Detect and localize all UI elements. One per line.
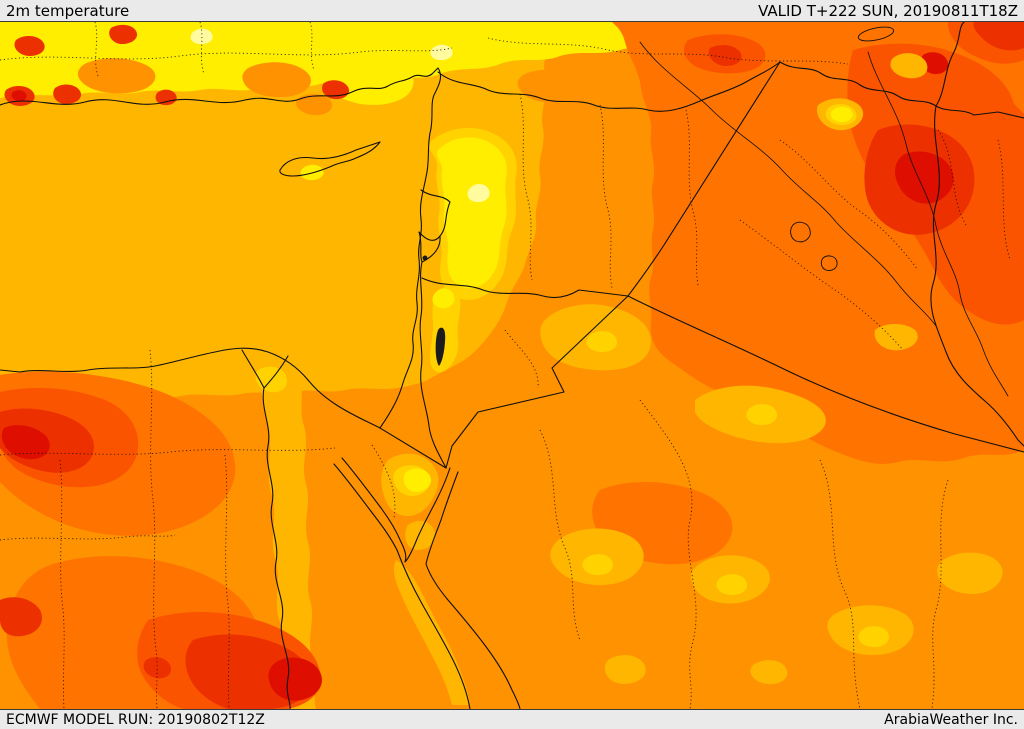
- egypt-province-line-3: [59, 459, 65, 709]
- admin-borders-dotted: [0, 22, 1011, 709]
- saudi-amber-patch-4: [937, 552, 1003, 595]
- yellow-regions: [0, 22, 704, 309]
- turkey-iran-border: [935, 22, 965, 107]
- egypt-province-line-1: [0, 447, 336, 456]
- kurdistan-amber-patch-2: [890, 53, 928, 79]
- egypt-province-line-4: [224, 454, 230, 709]
- yellow-over-spots: [403, 106, 853, 492]
- anatolia-red-spot-4: [109, 24, 138, 44]
- syria-province-line-1: [519, 93, 533, 281]
- mediterranean-coastline: [0, 67, 442, 429]
- cyprus-coastline: [279, 141, 381, 177]
- nile-valley-band: [246, 342, 316, 709]
- anatolia-orange-patch-1: [77, 58, 156, 94]
- river-lines: [639, 41, 1009, 397]
- iraq-saudi-border: [627, 295, 1024, 453]
- coastal-orange-patch: [295, 94, 333, 116]
- egypt-small-red-spot: [143, 657, 172, 679]
- sinai-peninsula-coast: [341, 457, 451, 563]
- south-egypt-deepred: [268, 657, 322, 701]
- gulf-of-aqaba-red-sea-east-coast: [425, 471, 521, 709]
- turkey-syria-iraq-border: [437, 61, 1024, 119]
- anatolia-deepred-spot: [11, 90, 27, 102]
- saudi-amber-spot-5: [604, 655, 646, 684]
- map-canvas: [0, 22, 1024, 709]
- iran-province-line-1: [937, 129, 967, 226]
- brand-label: ArabiaWeather Inc.: [884, 711, 1018, 728]
- topright-deepred-spot: [921, 52, 949, 75]
- syria-iraq-border: [627, 61, 781, 297]
- cyprus-yellow-spot: [300, 164, 324, 181]
- lebanon-pale-spot: [467, 184, 490, 203]
- country-borders: [0, 22, 1024, 709]
- map-title: 2m temperature: [6, 1, 130, 20]
- temperature-contour-map: [0, 22, 1024, 709]
- sinai-province-line: [371, 444, 396, 519]
- west-egypt-deepred: [1, 425, 50, 460]
- iraq-province-line-2: [739, 219, 904, 351]
- syria-jordan-border: [421, 277, 629, 299]
- east-jordan-gold-spot: [746, 404, 778, 426]
- iraq-lake-2: [820, 255, 838, 271]
- orange-over-patches: [77, 58, 583, 116]
- turkey-province-line-4: [199, 22, 205, 75]
- anatolia-red-spot-6: [322, 80, 350, 100]
- lebanon-yellow-band: [436, 137, 507, 289]
- iraq-province-line-1: [779, 139, 919, 271]
- valid-time-label: VALID T+222 SUN, 20190811T18Z: [758, 1, 1018, 20]
- anatolia-red-spot-3: [53, 84, 82, 104]
- saudi-gold-spot-1: [582, 554, 614, 576]
- syria-province-line-3: [685, 109, 699, 286]
- egypt-province-line-5: [0, 534, 176, 541]
- deep-red-over-spots: [11, 90, 27, 102]
- saudi-province-line-1: [639, 399, 697, 709]
- sinai-amber-patch-2: [405, 520, 436, 550]
- jordan-gold-spot: [586, 331, 618, 353]
- anatolia-red-spot-5: [155, 89, 177, 106]
- anatolia-orange-patch-2: [242, 62, 311, 98]
- turkey-province-line-3: [94, 22, 99, 77]
- saudi-province-line-4: [539, 429, 581, 641]
- lebanon-borders: [418, 189, 451, 263]
- sea-and-northwest-region: [0, 22, 558, 402]
- iraq-amber-spot: [874, 324, 918, 351]
- saudi-province-line-2: [819, 459, 861, 709]
- egypt-province-line-2: [149, 349, 158, 709]
- egypt-israel-border: [379, 427, 447, 469]
- left-edge-red-spot: [0, 597, 42, 637]
- redsea-coast-amber-band: [393, 560, 470, 705]
- iraq-lake-1: [790, 221, 811, 243]
- tigris-river: [867, 51, 1009, 397]
- euphrates-river: [639, 41, 937, 327]
- anatolia-orange-patch-3: [517, 69, 583, 104]
- turkey-province-line-5: [309, 22, 315, 71]
- anatolia-pale-spot-1: [190, 28, 213, 45]
- footer-bar: ECMWF MODEL RUN: 20190802T12Z ArabiaWeat…: [0, 709, 1024, 729]
- amber-under-regions: [0, 22, 558, 709]
- north-syria-red-spot: [708, 44, 742, 66]
- rift-yellow-spot: [432, 288, 455, 309]
- model-run-label: ECMWF MODEL RUN: 20190802T12Z: [6, 711, 265, 728]
- iraq-iran-border: [930, 105, 1024, 447]
- jordan-valley-border: [419, 261, 447, 469]
- anatolia-red-spot-1: [14, 36, 45, 56]
- saudi-gold-spot-3: [858, 626, 890, 648]
- nile-river: [241, 349, 291, 709]
- saudi-amber-spot-6: [750, 660, 788, 685]
- anatolia-pale-spot-2: [430, 44, 453, 61]
- lake-outlines: [790, 26, 895, 271]
- pale-yellow-spots: [190, 28, 490, 203]
- gulf-of-suez-red-sea-west-coast: [333, 463, 471, 709]
- lake-van: [857, 26, 895, 42]
- saudi-gold-spot-2: [716, 574, 748, 596]
- iran-province-line-2: [997, 139, 1011, 261]
- inland-water-bodies: [422, 255, 446, 366]
- dead-sea: [435, 327, 446, 366]
- jordan-saudi-border: [445, 295, 629, 469]
- sinai-yellow-spot: [403, 468, 432, 492]
- header-bar: 2m temperature VALID T+222 SUN, 20190811…: [0, 0, 1024, 22]
- kurdistan-yellow-spot: [830, 106, 853, 123]
